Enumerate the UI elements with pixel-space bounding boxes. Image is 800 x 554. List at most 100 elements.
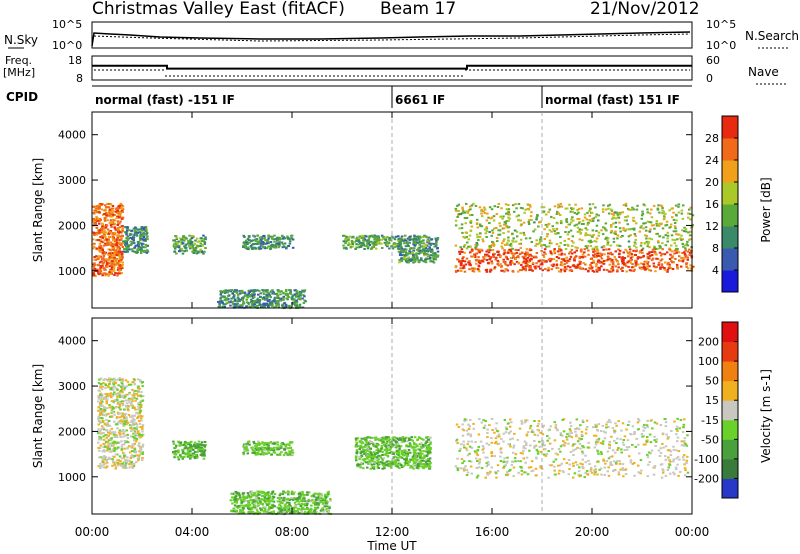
echo-cell xyxy=(504,222,507,225)
echo-cell xyxy=(126,447,129,450)
echo-cell xyxy=(274,244,278,247)
echo-cell xyxy=(582,223,585,225)
echo-cell xyxy=(666,270,669,273)
echo-cell xyxy=(238,506,241,509)
echo-cell xyxy=(248,503,252,506)
echo-cell xyxy=(257,500,260,503)
echo-cell xyxy=(104,462,107,465)
echo-cell xyxy=(141,457,144,459)
echo-cell xyxy=(117,384,120,387)
echo-cell xyxy=(524,267,527,270)
echo-cell xyxy=(287,491,290,494)
echo-cell xyxy=(251,239,255,242)
echo-cell xyxy=(236,498,239,501)
echo-cell xyxy=(109,394,112,397)
echo-cell xyxy=(345,247,348,250)
echo-cell xyxy=(496,259,499,262)
echo-cell xyxy=(688,213,692,215)
echo-cell xyxy=(645,260,648,263)
echo-cell xyxy=(241,509,244,512)
echo-cell xyxy=(590,235,594,238)
echo-cell xyxy=(289,292,293,295)
echo-cell xyxy=(264,242,267,245)
echo-cell xyxy=(294,506,297,509)
echo-cell xyxy=(637,263,640,266)
echo-cell xyxy=(393,238,397,241)
echo-cell xyxy=(576,246,579,249)
echo-cell xyxy=(245,443,248,445)
echo-cell xyxy=(104,434,107,437)
echo-cell xyxy=(120,244,123,247)
echo-cell xyxy=(569,210,572,213)
echo-cell xyxy=(568,223,571,226)
echo-cell xyxy=(313,501,316,504)
echo-cell xyxy=(144,243,148,246)
echo-cell xyxy=(226,290,230,293)
echo-cell xyxy=(624,264,628,267)
echo-cell xyxy=(130,397,133,400)
echo-cell xyxy=(116,220,119,223)
echo-cell xyxy=(270,500,273,503)
echo-cell xyxy=(342,244,345,247)
echo-cell xyxy=(387,241,390,244)
echo-cell xyxy=(478,251,481,254)
echo-cell xyxy=(309,500,313,503)
echo-cell xyxy=(596,252,599,255)
echo-cell xyxy=(111,448,115,451)
echo-cell xyxy=(137,389,140,392)
echo-cell xyxy=(100,395,104,398)
echo-cell xyxy=(117,263,121,266)
echo-cell xyxy=(624,229,627,232)
echo-cell xyxy=(263,449,266,452)
echo-cell xyxy=(514,203,517,206)
echo-cell xyxy=(279,501,283,504)
echo-cell xyxy=(113,251,116,254)
echo-cell xyxy=(103,235,107,238)
echo-cell xyxy=(134,408,137,411)
echo-cell xyxy=(102,232,105,235)
echo-cell xyxy=(416,242,419,245)
echo-cell xyxy=(403,248,406,251)
echo-cell xyxy=(591,266,594,269)
echo-cell xyxy=(634,242,637,245)
echo-cell xyxy=(130,430,133,432)
echo-cell xyxy=(375,243,378,246)
echo-cell xyxy=(111,232,114,235)
echo-cell xyxy=(266,442,269,445)
echo-cell xyxy=(136,417,139,420)
echo-cell xyxy=(390,239,393,242)
echo-cell xyxy=(248,511,251,513)
echo-cell xyxy=(488,231,491,233)
echo-cell xyxy=(92,247,95,250)
nsky-label: N.Sky xyxy=(4,33,38,47)
echo-cell xyxy=(117,252,120,255)
echo-cell xyxy=(105,400,108,403)
echo-cell xyxy=(687,231,690,234)
echo-cell xyxy=(93,232,96,235)
echo-cell xyxy=(182,236,185,238)
echo-cell xyxy=(412,261,415,264)
echo-cell xyxy=(99,411,102,414)
echo-cell xyxy=(404,463,407,466)
echo-cell xyxy=(528,258,532,261)
echo-cell xyxy=(98,271,102,274)
echo-cell xyxy=(551,225,554,228)
echo-cell xyxy=(125,405,128,407)
echo-cell xyxy=(486,212,489,215)
echo-cell xyxy=(139,426,142,428)
echo-cell xyxy=(229,499,233,502)
echo-cell xyxy=(432,258,436,261)
echo-cell xyxy=(144,228,148,231)
echo-cell xyxy=(657,240,660,243)
echo-cell xyxy=(404,234,407,237)
echo-cell xyxy=(238,494,241,497)
echo-cell xyxy=(669,267,673,270)
echo-cell xyxy=(361,235,364,237)
echo-cell xyxy=(128,451,132,454)
echo-cell xyxy=(607,258,610,261)
echo-cell xyxy=(677,205,680,208)
echo-cell xyxy=(244,240,248,243)
echo-cell xyxy=(413,238,416,240)
echo-cell xyxy=(597,255,601,257)
echo-cell xyxy=(594,206,597,209)
